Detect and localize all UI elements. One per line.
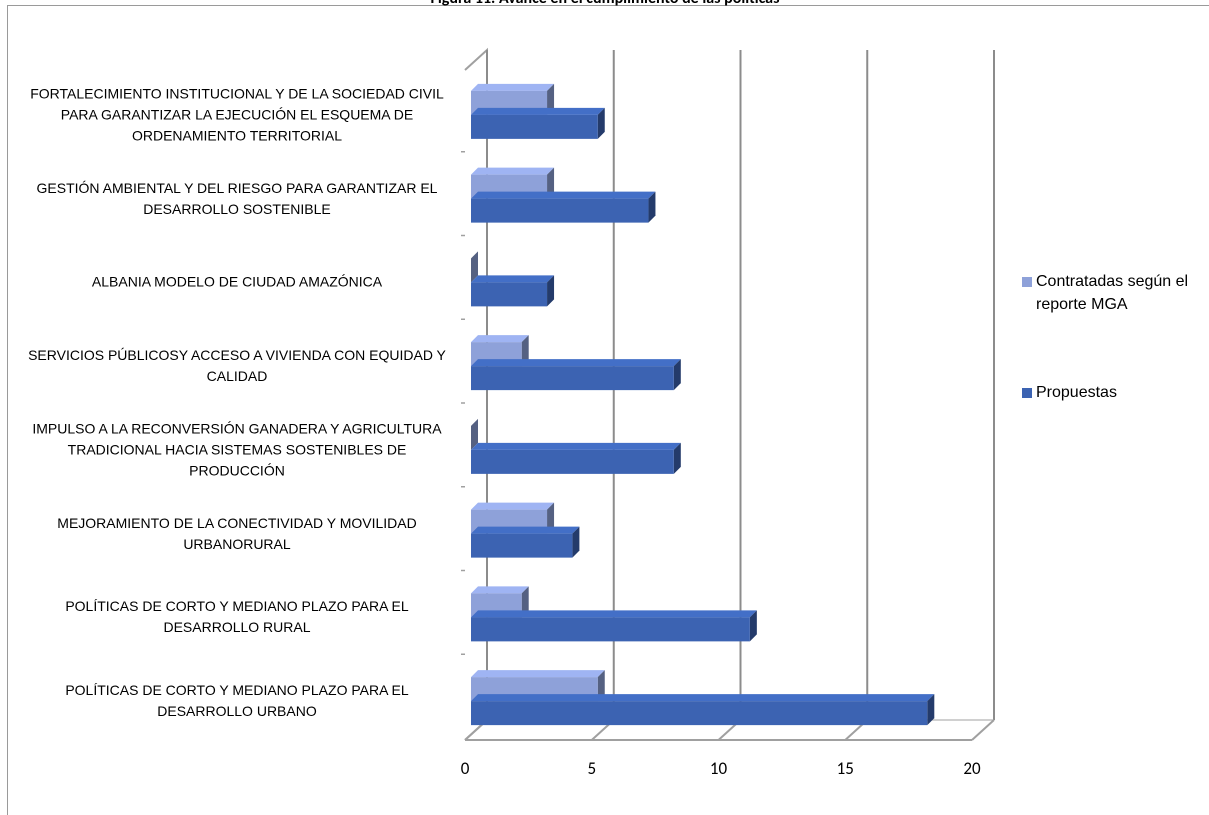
bar-top	[471, 502, 555, 510]
y-tick-label: ALBANIA MODELO DE CIUDAD AMAZÓNICA	[91, 273, 383, 290]
bar	[471, 359, 681, 391]
bar-side	[471, 418, 478, 450]
bar-side	[471, 251, 478, 283]
bar-side	[597, 670, 605, 702]
legend-label: Contratadas según el reporte MGA	[1036, 273, 1189, 313]
bar	[471, 526, 580, 558]
bar	[471, 418, 478, 450]
legend-swatch	[1022, 277, 1032, 287]
bar-top	[471, 586, 529, 594]
bar-top	[471, 335, 529, 343]
bar-front	[471, 114, 598, 139]
bar-side	[597, 107, 605, 139]
y-tick-label: POLÍTICAS DE CORTO Y MEDIANO PLAZO PARA …	[65, 682, 409, 720]
bar-top	[471, 610, 757, 618]
bar-side	[749, 610, 757, 642]
x-tick-label: 0	[461, 758, 470, 779]
bar-side	[572, 526, 580, 558]
bar-front	[471, 198, 649, 223]
x-tick-label: 5	[587, 758, 596, 779]
bar-top	[471, 83, 555, 91]
y-tick-label: FORTALECIMIENTO INSTITUCIONAL Y DE LA SO…	[30, 85, 444, 144]
bar-top	[471, 670, 605, 678]
legend-swatch	[1022, 388, 1032, 398]
bar-side	[673, 359, 681, 391]
y-tick-label: SERVICIOS PÚBLICOSY ACCESO A VIVIENDA CO…	[28, 347, 446, 385]
bar	[471, 442, 681, 474]
x-tick-label: 10	[710, 758, 728, 779]
x-tick-label: 20	[963, 758, 981, 779]
floor-grid-line	[971, 719, 995, 741]
chart-title: Figura 11. Avance en el cumplimiento de …	[431, 0, 780, 8]
bar-side	[547, 275, 555, 307]
bar-top	[471, 275, 555, 283]
y-tick-label: MEJORAMIENTO DE LA CONECTIVIDAD Y MOVILI…	[57, 514, 417, 552]
bar-front	[471, 617, 750, 642]
bar	[471, 251, 478, 283]
bar-side	[648, 191, 656, 223]
bar-top	[471, 191, 656, 199]
bar-front	[471, 449, 674, 474]
chart-frame	[7, 5, 1209, 815]
bar	[471, 610, 757, 642]
bar-side	[673, 442, 681, 474]
bar-top	[471, 107, 605, 115]
legend-label: Propuestas	[1036, 384, 1117, 401]
bar	[471, 694, 935, 726]
bar-side	[547, 502, 555, 534]
bar	[471, 107, 605, 139]
x-tick-label: 15	[837, 758, 854, 779]
bar-top	[471, 526, 580, 534]
bar-side	[521, 586, 529, 618]
bar-top	[471, 694, 935, 702]
bar-front	[471, 366, 674, 391]
bar-side	[547, 167, 555, 199]
bar-top	[471, 442, 681, 450]
bar-front	[471, 701, 928, 726]
bar-front	[471, 282, 548, 307]
y-tick-label: POLÍTICAS DE CORTO Y MEDIANO PLAZO PARA …	[65, 598, 409, 636]
bar-side	[521, 335, 529, 367]
y-tick-label: IMPULSO A LA RECONVERSIÓN GANADERA Y AGR…	[32, 420, 442, 479]
bar	[471, 275, 555, 307]
y-tick-label: GESTIÓN AMBIENTAL Y DEL RIESGO PARA GARA…	[36, 179, 438, 217]
bar-side	[547, 83, 555, 115]
bar-front	[471, 533, 573, 558]
bar	[471, 191, 656, 223]
bar-side	[927, 694, 935, 726]
bar-top	[471, 167, 555, 175]
bar-top	[471, 359, 681, 367]
